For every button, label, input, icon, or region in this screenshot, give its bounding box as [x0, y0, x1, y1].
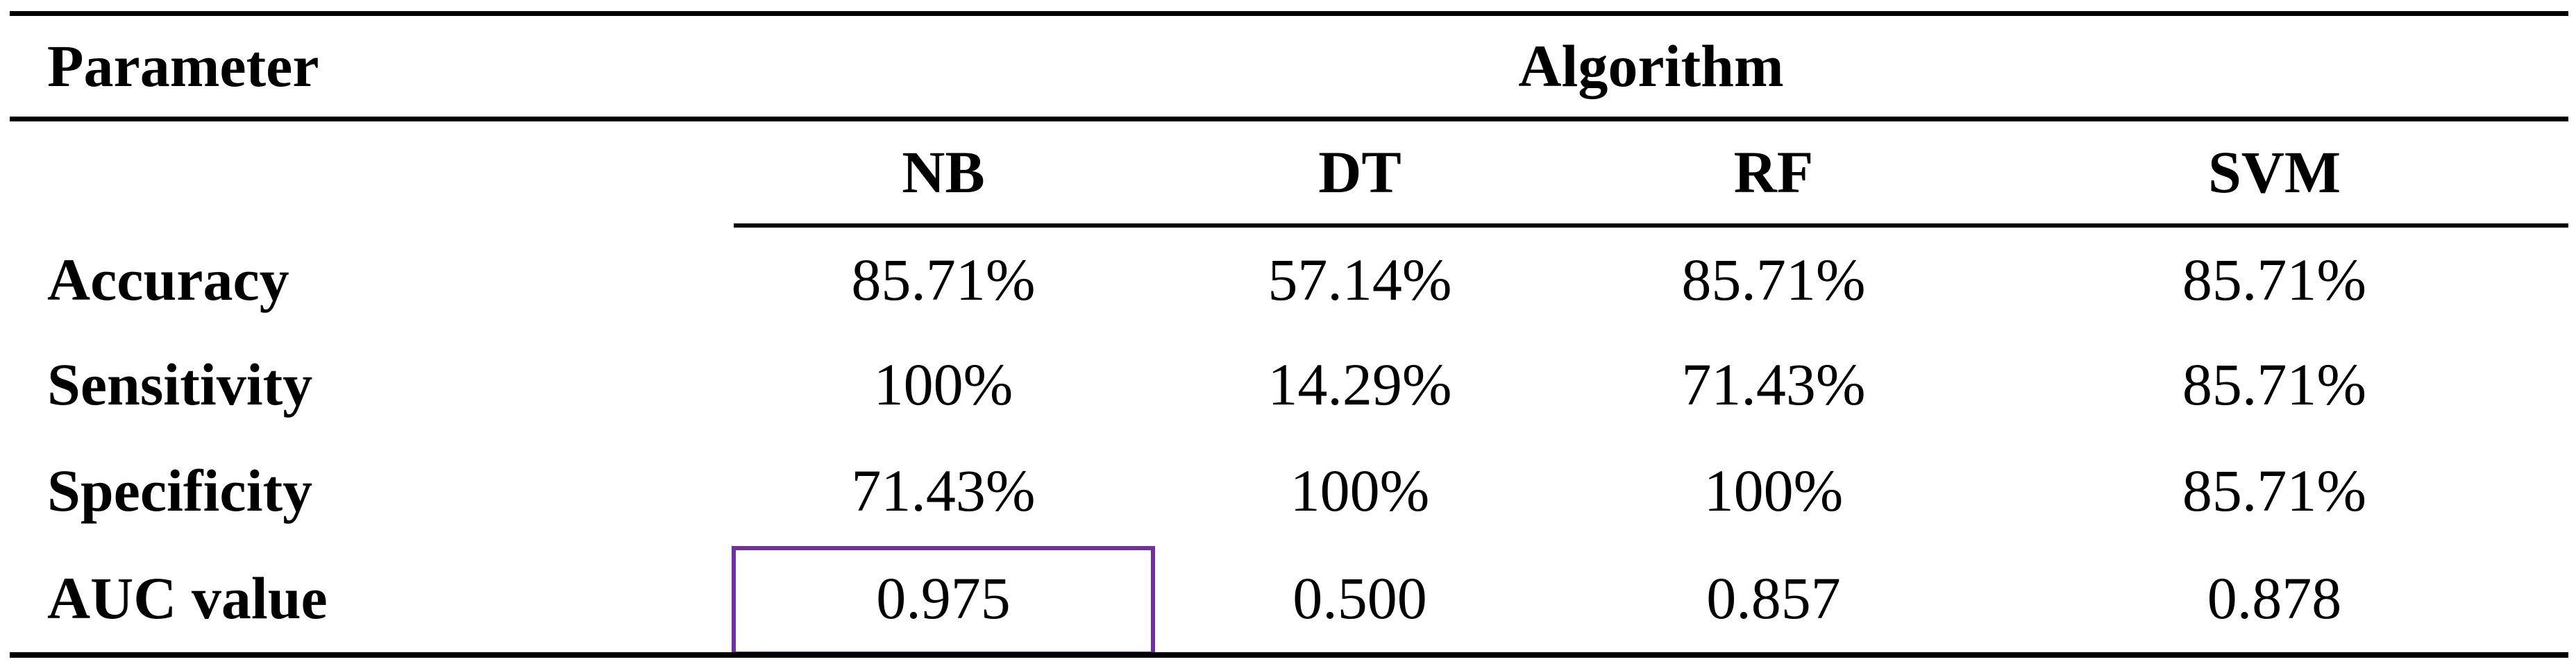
column-header-rf: RF	[1733, 139, 1814, 206]
table-top-rule	[10, 11, 2568, 16]
table-row-auc-value: AUC value 0.975 0.500 0.857 0.878	[10, 544, 2568, 652]
subheader-divider-rule	[734, 223, 2568, 228]
sensitivity-dt-value: 14.29%	[1268, 350, 1452, 418]
auc-dt-value: 0.500	[1293, 564, 1427, 631]
row-label-specificity: Specificity	[47, 457, 313, 524]
auc-svm-value: 0.878	[2207, 564, 2342, 631]
auc-nb-value: 0.975	[876, 564, 1011, 631]
specificity-nb-value: 71.43%	[851, 457, 1036, 524]
specificity-svm-value: 85.71%	[2182, 457, 2367, 524]
row-label-auc-value: AUC value	[47, 564, 328, 631]
header-divider-rule	[10, 117, 2568, 121]
sensitivity-svm-value: 85.71%	[2182, 350, 2367, 418]
header-algorithm-group: Algorithm	[1518, 33, 1784, 100]
accuracy-rf-value: 85.71%	[1681, 246, 1866, 314]
column-header-svm: SVM	[2207, 139, 2341, 206]
table-row-accuracy: Accuracy 85.71% 57.14% 85.71% 85.71%	[10, 228, 2568, 332]
table-row-sensitivity: Sensitivity 100% 14.29% 71.43% 85.71%	[10, 332, 2568, 437]
algorithm-subheader-row: NB DT RF SVM	[10, 121, 2568, 223]
sensitivity-nb-value: 100%	[873, 350, 1013, 418]
specificity-rf-value: 100%	[1703, 457, 1844, 524]
sensitivity-rf-value: 71.43%	[1681, 350, 1866, 418]
auc-rf-value: 0.857	[1706, 564, 1841, 631]
column-header-nb: NB	[902, 139, 985, 206]
table-bottom-rule	[10, 652, 2568, 658]
highlight-box-auc-nb	[732, 546, 1155, 656]
accuracy-dt-value: 57.14%	[1268, 246, 1452, 314]
column-header-dt: DT	[1318, 139, 1401, 206]
row-label-sensitivity: Sensitivity	[47, 350, 313, 418]
specificity-dt-value: 100%	[1290, 457, 1430, 524]
table-header-row: Parameter Algorithm	[10, 16, 2568, 117]
accuracy-nb-value: 85.71%	[851, 246, 1036, 314]
accuracy-svm-value: 85.71%	[2182, 246, 2367, 314]
row-label-accuracy: Accuracy	[47, 246, 289, 314]
header-parameter: Parameter	[47, 33, 319, 100]
table-row-specificity: Specificity 71.43% 100% 100% 85.71%	[10, 437, 2568, 544]
